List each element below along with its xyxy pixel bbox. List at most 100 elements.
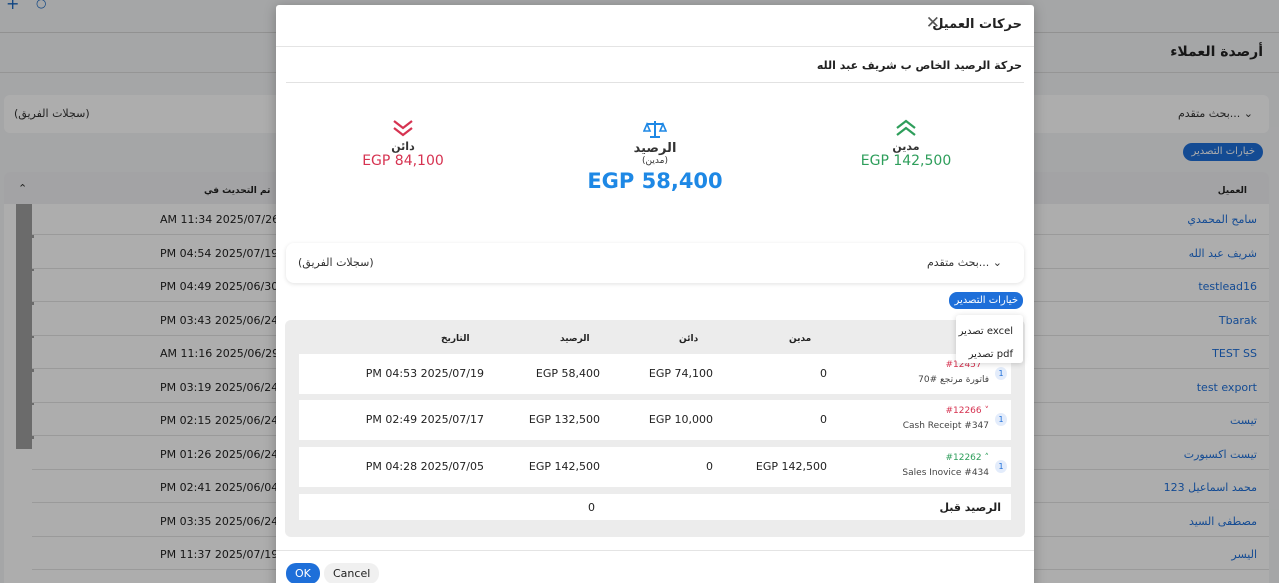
previous-balance-value: 0 — [588, 501, 595, 514]
debit-value: 0 — [820, 367, 827, 380]
date-value: PM 04:53 2025/07/19 — [365, 367, 484, 380]
updated-date: PM 01:26 2025/06/24 — [160, 447, 279, 461]
chevron-down-icon: ˅ — [981, 406, 989, 416]
date-value: PM 04:28 2025/07/05 — [365, 460, 484, 473]
updated-date: PM 03:35 2025/06/24 — [160, 514, 279, 528]
advanced-search-toggle[interactable]: بحث متقدم... ⌄ — [926, 256, 1002, 269]
client-name-link[interactable]: TEST SS — [1212, 347, 1257, 360]
divider — [286, 82, 1024, 83]
balance-value: EGP 142,500 — [528, 460, 600, 473]
client-name-link[interactable]: اليسر — [1231, 548, 1257, 561]
transaction-description: فاتورة مرتجع #70 — [918, 375, 989, 385]
debit-summary: مدين EGP 142,500 — [851, 119, 961, 169]
updated-date: PM 02:41 2025/06/04 — [160, 481, 279, 494]
client-name-link[interactable]: تيست — [1230, 414, 1257, 427]
column-header-balance: الرصيد — [560, 334, 590, 344]
date-value: PM 02:49 2025/07/17 — [365, 413, 484, 426]
credit-value: EGP 74,100 — [648, 367, 713, 380]
ok-button[interactable]: OK — [286, 563, 320, 583]
top-toolbar: + ○ — [0, 0, 1279, 14]
client-name-link[interactable]: سامح المحمدي — [1187, 213, 1257, 226]
transactions-table: مدين دائن الرصيد التاريخ 1 #12457 ˅ فاتورة… — [285, 320, 1025, 537]
debit-value: 0 — [820, 413, 827, 426]
count-badge: 1 — [995, 460, 1007, 473]
credit-label: دائن — [391, 140, 415, 153]
updated-date: AM 11:16 2025/06/29 — [160, 347, 280, 360]
client-name-link[interactable]: test export — [1196, 380, 1257, 394]
updated-date: PM 04:54 2025/07/19 — [160, 246, 279, 260]
updated-date: PM 04:49 2025/06/30 — [160, 280, 279, 293]
chevron-up-icon: ˄ — [981, 453, 989, 463]
export-pdf-option[interactable]: تصدير pdf — [968, 349, 1013, 360]
previous-balance-label: الرصيد قبل — [939, 501, 1001, 514]
chevron-down-icon: ˅ — [981, 360, 989, 370]
export-excel-option[interactable]: تصدير excel — [958, 326, 1013, 337]
credit-value: EGP 10,000 — [648, 413, 713, 426]
balance-summary: الرصيد (مدين) EGP 58,400 — [576, 119, 734, 193]
updated-date: PM 03:19 2025/06/24 — [160, 380, 279, 394]
client-name-link[interactable]: محمد اسماعيل 123 — [1163, 481, 1257, 494]
column-header-debit: مدين — [789, 334, 812, 344]
reference-link[interactable]: #12266 ˅ — [945, 406, 989, 416]
credit-value: 0 — [706, 460, 713, 473]
modal-subtitle: حركة الرصيد الخاص ب شريف عبد الله — [816, 59, 1022, 72]
reference-number[interactable]: #12457 — [945, 360, 982, 370]
transaction-description: Sales Inovice #434 — [902, 468, 989, 478]
reference-link[interactable]: #12262 ˄ — [945, 453, 989, 463]
previous-balance-row: الرصيد قبل 0 — [299, 494, 1011, 520]
updated-date: PM 03:43 2025/06/24 — [160, 313, 279, 327]
debit-amount: EGP 142,500 — [860, 153, 952, 169]
client-name-link[interactable]: مصطفى السيد — [1189, 514, 1257, 528]
debit-value: EGP 142,500 — [755, 460, 827, 473]
table-row[interactable]: 1 #12262 ˄ Sales Inovice #434 EGP 142,500 0 E… — [299, 447, 1011, 487]
plus-icon[interactable]: + — [6, 0, 20, 13]
export-options-button[interactable]: خيارات التصدير — [1183, 143, 1263, 161]
count-badge: 1 — [995, 413, 1007, 426]
close-icon[interactable]: ✕ — [925, 13, 940, 33]
balance-label: الرصيد — [633, 141, 677, 156]
export-options-button[interactable]: خيارات التصدير — [949, 292, 1023, 309]
modal-title: حركات العميل — [932, 17, 1022, 32]
updated-date: PM 11:37 2025/07/19 — [160, 548, 279, 561]
reference-number[interactable]: #12262 — [945, 453, 982, 463]
double-chevron-down-icon — [393, 120, 413, 137]
customer-transactions-modal: حركات العميل ✕ حركة الرصيد الخاص ب شريف … — [276, 5, 1034, 583]
debit-label: مدين — [892, 140, 920, 153]
team-records-label: (سجلات الفريق) — [298, 256, 374, 269]
bell-icon[interactable]: ○ — [36, 0, 47, 10]
modal-footer: OK Cancel — [276, 550, 1034, 583]
column-header-client[interactable]: العميل — [1217, 186, 1247, 196]
scrollbar[interactable] — [16, 204, 34, 449]
advanced-search-toggle[interactable]: بحث متقدم... ⌄ — [1177, 107, 1253, 120]
reference-number[interactable]: #12266 — [945, 406, 982, 416]
credit-amount: EGP 84,100 — [362, 153, 444, 169]
cancel-button[interactable]: Cancel — [324, 563, 380, 583]
updated-date: PM 02:15 2025/06/24 — [160, 414, 279, 427]
balance-value: EGP 132,500 — [528, 413, 600, 426]
count-badge: 1 — [995, 367, 1007, 380]
modal-filter-bar: بحث متقدم... ⌄ (سجلات الفريق) — [286, 243, 1024, 283]
table-row[interactable]: 1 #12457 ˅ فاتورة مرتجع #70 0 EGP 74,100 EGP … — [299, 354, 1011, 394]
column-header-credit: دائن — [679, 334, 699, 344]
client-name-link[interactable]: testlead16 — [1198, 280, 1257, 293]
export-menu: تصدير excel تصدير pdf — [956, 315, 1023, 363]
page-title: أرصدة العملاء — [1170, 44, 1263, 60]
balance-type: (مدين) — [642, 156, 668, 166]
chevron-down-icon: ⌄ — [1243, 107, 1253, 120]
chevron-down-icon: ⌄ — [992, 256, 1002, 269]
table-row[interactable]: 1 #12266 ˅ Cash Receipt #347 0 EGP 10,000 EGP… — [299, 400, 1011, 440]
balance-amount: EGP 58,400 — [587, 169, 723, 193]
transaction-description: Cash Receipt #347 — [902, 421, 989, 431]
column-header-updated[interactable]: تم التحديث في — [204, 186, 271, 196]
double-chevron-up-icon — [896, 119, 916, 136]
balance-value: EGP 58,400 — [535, 367, 600, 380]
client-name-link[interactable]: شريف عبد الله — [1188, 246, 1257, 260]
updated-date: AM 11:34 2025/07/26 — [160, 213, 280, 226]
client-name-link[interactable]: Tbarak — [1218, 313, 1257, 327]
chevron-up-icon[interactable]: ⌃ — [18, 182, 28, 195]
column-header-date: التاريخ — [441, 334, 470, 344]
reference-link[interactable]: #12457 ˅ — [945, 360, 989, 370]
credit-summary: دائن EGP 84,100 — [348, 119, 458, 169]
scale-icon — [643, 121, 667, 138]
client-name-link[interactable]: تيست اكسبورت — [1183, 447, 1257, 461]
